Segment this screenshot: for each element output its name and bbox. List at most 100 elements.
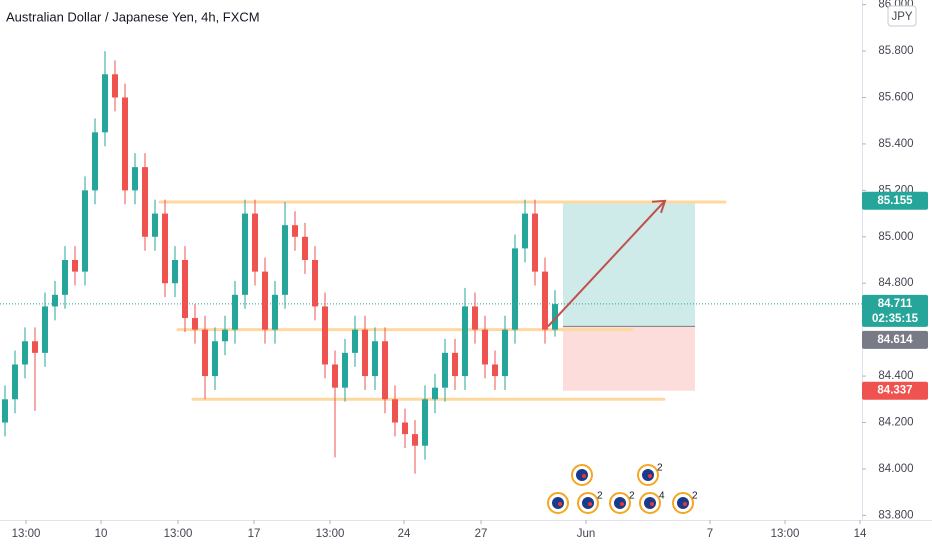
arrow-line [547,200,666,328]
event-flag [582,497,594,509]
x-tick-label: 17 [248,528,261,540]
event-flag-dot [558,502,562,506]
currency: JPY [891,11,912,23]
candle-body [142,167,148,237]
candle-body [392,399,398,423]
x-tick-label: 7 [707,528,713,540]
y-tick-label: 84.000 [878,463,913,475]
candle-body [432,387,438,400]
candle-body [242,213,248,295]
currency-box[interactable] [887,5,917,27]
candle-body [342,352,348,388]
candle-body [452,352,458,377]
candle-body [182,260,188,319]
candle-body [472,306,478,330]
candle-body [302,236,308,260]
candle-body [442,352,448,388]
event-flag-dot [582,474,586,478]
current-price: 84.711 [878,298,913,310]
y-tick-label: 84.200 [878,417,913,429]
candle-body [352,329,358,353]
event-flag [614,497,626,509]
event-count: 2 [629,491,635,502]
y-tick-label: 85.800 [878,45,913,57]
event-flag-dot [648,474,652,478]
event-flag-dot [588,502,592,506]
candle-body [172,260,178,284]
y-tick-label: 85.600 [878,92,913,104]
candle-body [252,213,258,272]
candle-body [422,399,428,446]
candle-body [332,364,338,388]
plot-area: 2 2 2 4 2 [0,51,862,514]
y-tick-label: 85.000 [878,231,913,243]
event-flag [644,497,656,509]
candle-body [122,97,128,191]
candle-body [12,364,18,400]
candle-body [32,341,38,353]
entry-price: 84.614 [877,334,913,346]
candle-body [102,74,108,133]
event-count: 4 [659,491,665,502]
candle-body [362,329,368,377]
event-count: 2 [692,491,698,502]
candle-body [282,225,288,295]
stop-price-bg [862,381,928,400]
x-tick-label: 24 [398,528,411,540]
candle-body [192,318,198,330]
candle-body [2,399,8,423]
target-zone [563,200,695,327]
candle-body [502,329,508,377]
y-tick-label: 85.400 [878,138,913,150]
candle-body [272,294,278,330]
target-price: 85.155 [877,195,913,207]
event-flag-dot [620,502,624,506]
candle-body [262,271,268,330]
candle-body [152,213,158,237]
event-flag-dot [683,502,687,506]
candle-body [322,306,328,365]
candle-body [312,260,318,307]
countdown: 02:35:15 [872,313,919,325]
event-flag [642,469,654,481]
candle-body [382,341,388,400]
candle-body [292,225,298,237]
event-flag [677,497,689,509]
x-tick-label: 14 [854,528,867,540]
candle-body [62,260,68,295]
candle-body [222,329,228,342]
candle-body [372,341,378,377]
candle-body [82,190,88,272]
event-flag-dot [650,502,654,506]
candle-body [492,364,498,377]
stop-zone [563,326,695,391]
x-tick-label: 10 [95,528,108,540]
candle-body [402,422,408,435]
event-flag [576,469,588,481]
chart-title: Australian Dollar / Japanese Yen, 4h, FX… [6,9,260,24]
candle-body [412,434,418,446]
candle-body [22,341,28,365]
candle-body [522,213,528,249]
y-tick-label: 86.000 [878,0,913,11]
event-count: 2 [657,463,663,474]
current-price-bg [862,294,928,327]
candle-body [232,294,238,330]
candle-body [512,248,518,330]
candle-body [462,306,468,377]
y-tick-label: 84.800 [878,277,913,289]
candle-body [212,341,218,377]
candle-body [112,74,118,98]
x-tick-label: 13:00 [12,528,41,540]
x-tick-label: 13:00 [771,528,800,540]
candle-body [552,304,558,330]
candle-body [482,329,488,365]
event-count: 2 [597,491,603,502]
candle-body [542,271,548,330]
candle-body [202,329,208,377]
x-tick-label: 27 [475,528,488,540]
stop-price: 84.337 [877,385,912,397]
candle-body [532,213,538,272]
